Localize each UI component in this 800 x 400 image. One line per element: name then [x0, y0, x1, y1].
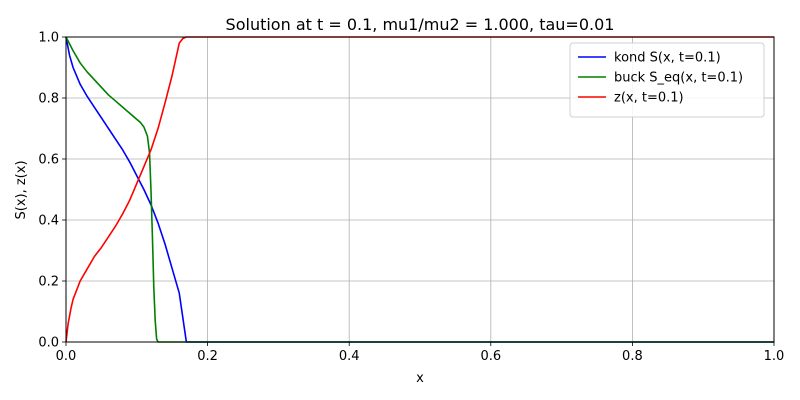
legend-box	[569, 42, 765, 118]
x-tick-label: 0.2	[197, 349, 218, 364]
x-tick-label: 0.6	[480, 349, 501, 364]
y-tick-label: 0.4	[38, 214, 59, 229]
legend-label: buck S_eq(x, t=0.1)	[614, 71, 743, 86]
axis-ticks: 0.0 0.2 0.4 0.6 0.8 1.0 0.0 0.2 0.4 0.6 0.8 1.0	[38, 31, 784, 365]
x-axis-label: x	[416, 371, 424, 386]
y-tick-label: 0.6	[38, 153, 59, 168]
y-tick-label: 1.0	[38, 31, 59, 46]
plot-frame	[65, 36, 775, 343]
legend-label: kond S(x, t=0.1)	[614, 51, 721, 66]
y-tick-label: 0.2	[38, 275, 59, 290]
x-tick-label: 0.0	[56, 349, 77, 364]
y-tick-label: 0.0	[38, 336, 59, 351]
y-axis-label: S(x), z(x)	[14, 160, 29, 219]
x-tick-label: 1.0	[764, 349, 785, 364]
x-tick-label: 0.8	[622, 349, 643, 364]
x-tick-label: 0.4	[339, 349, 360, 364]
legend: kond S(x, t=0.1) buck S_eq(x, t=0.1) z(x, …	[569, 42, 765, 118]
chart-title: Solution at t = 0.1, mu1/mu2 = 1.000, ta…	[226, 15, 615, 34]
legend-label: z(x, t=0.1)	[614, 91, 684, 106]
y-tick-label: 0.8	[38, 92, 59, 107]
